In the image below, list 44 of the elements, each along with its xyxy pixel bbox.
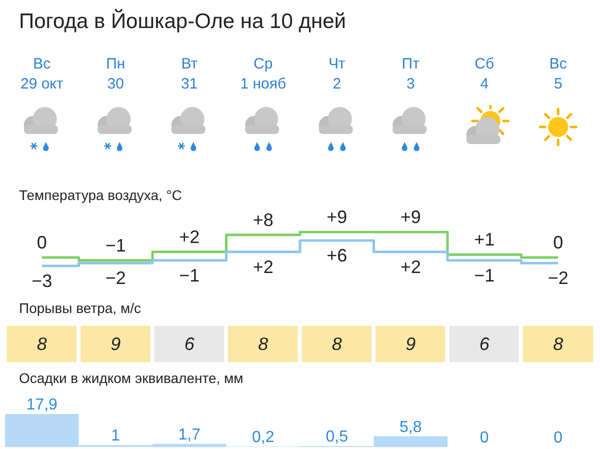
x-tick-label: Вт 31	[181, 56, 198, 92]
data-label: −2	[105, 268, 126, 288]
x-tick-label: Вс 29 окт	[20, 56, 64, 92]
data-label: +6	[326, 246, 348, 266]
data-label: 8	[36, 334, 47, 354]
data-label: +8	[252, 210, 274, 230]
data-label: +9	[326, 207, 348, 227]
data-label: 5,8	[400, 418, 422, 436]
data-label: 0	[480, 430, 489, 446]
x-tick-label: Вс 5	[549, 56, 568, 92]
data-label: 6	[479, 334, 490, 354]
data-label: +2	[400, 256, 421, 277]
data-label: +1	[474, 230, 495, 250]
x-tick-label: Пт 3	[402, 56, 420, 92]
data-label: 8	[332, 334, 342, 354]
x-tick-label: Ср 1 нояб	[240, 56, 286, 92]
data-label: 9	[406, 334, 416, 354]
x-tick-label: Чт 2	[328, 56, 346, 92]
data-label: 8	[553, 334, 564, 354]
chart-title: Осадки в жидком эквиваленте, мм	[19, 370, 244, 386]
data-label: −1	[105, 235, 126, 256]
data-label: 6	[184, 334, 196, 354]
data-label: 1	[111, 428, 120, 445]
data-label: −1	[474, 265, 495, 286]
data-label: 0	[36, 232, 47, 252]
chart-title: Порывы ветра, м/с	[19, 300, 141, 316]
data-label: +2	[179, 226, 200, 247]
x-tick-label: Сб 4	[474, 56, 494, 92]
chart-title: Температура воздуха, °C	[19, 187, 182, 203]
data-label: −1	[179, 265, 200, 286]
data-label: 0	[554, 430, 563, 446]
data-label: −2	[548, 268, 568, 288]
data-label: +9	[400, 207, 421, 227]
data-label: 0	[553, 232, 564, 252]
text: Погода в Йошкар-Оле на 10 дней	[19, 9, 346, 33]
data-label: 1,7	[178, 426, 201, 444]
data-label: 0,5	[326, 428, 348, 446]
data-label: −3	[32, 271, 52, 291]
x-tick-label: Пн 30	[106, 56, 126, 92]
data-label: 9	[110, 334, 121, 354]
data-label: 0,2	[252, 429, 274, 446]
data-label: +2	[252, 256, 274, 277]
data-label: 8	[258, 334, 268, 354]
data-label: 17,9	[26, 396, 58, 414]
